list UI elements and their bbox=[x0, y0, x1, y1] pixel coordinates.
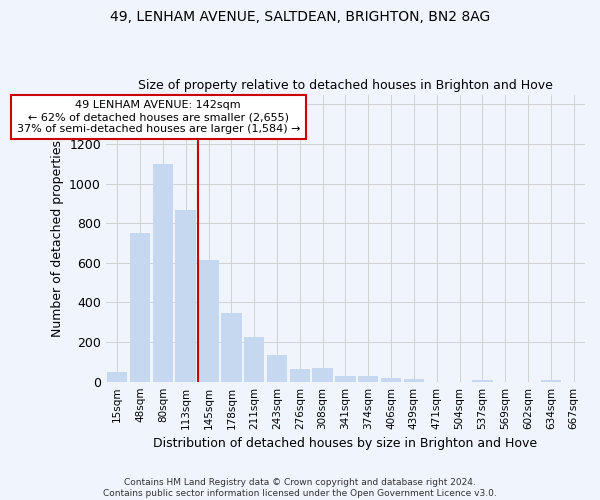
Bar bbox=[404, 378, 424, 382]
Text: 49, LENHAM AVENUE, SALTDEAN, BRIGHTON, BN2 8AG: 49, LENHAM AVENUE, SALTDEAN, BRIGHTON, B… bbox=[110, 10, 490, 24]
Bar bbox=[541, 380, 561, 382]
X-axis label: Distribution of detached houses by size in Brighton and Hove: Distribution of detached houses by size … bbox=[154, 437, 538, 450]
Bar bbox=[313, 368, 333, 382]
Y-axis label: Number of detached properties: Number of detached properties bbox=[50, 140, 64, 336]
Bar bbox=[335, 376, 356, 382]
Bar bbox=[198, 260, 219, 382]
Bar bbox=[107, 372, 127, 382]
Bar bbox=[266, 355, 287, 382]
Bar bbox=[175, 210, 196, 382]
Bar bbox=[381, 378, 401, 382]
Bar bbox=[221, 314, 242, 382]
Bar bbox=[152, 164, 173, 382]
Bar bbox=[244, 337, 265, 382]
Bar bbox=[358, 376, 379, 382]
Bar bbox=[472, 380, 493, 382]
Text: Contains HM Land Registry data © Crown copyright and database right 2024.
Contai: Contains HM Land Registry data © Crown c… bbox=[103, 478, 497, 498]
Bar bbox=[290, 369, 310, 382]
Text: 49 LENHAM AVENUE: 142sqm
← 62% of detached houses are smaller (2,655)
37% of sem: 49 LENHAM AVENUE: 142sqm ← 62% of detach… bbox=[17, 100, 300, 134]
Title: Size of property relative to detached houses in Brighton and Hove: Size of property relative to detached ho… bbox=[138, 79, 553, 92]
Bar bbox=[130, 233, 151, 382]
